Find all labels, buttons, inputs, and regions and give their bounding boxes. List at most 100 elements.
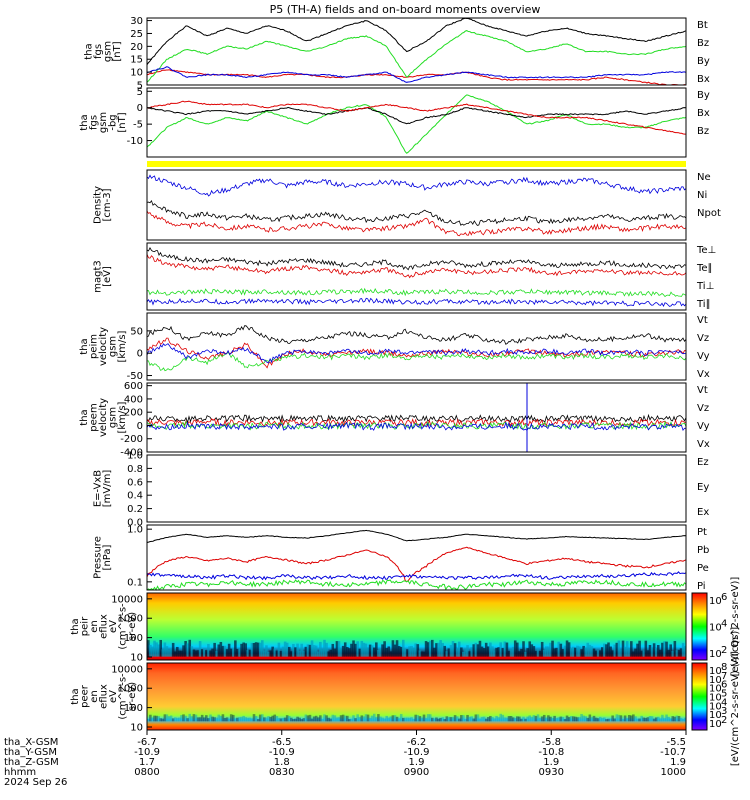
series-Pb-line [146,546,687,583]
spectrogram-cell [306,715,310,722]
ylabel-line: peer [80,684,91,708]
spectrogram-cell [638,718,641,722]
spectrogram-cell [285,715,289,722]
spectrogram-cell [283,641,287,657]
spectrogram-cell [397,718,401,722]
ylabel-line: E=-VxB [93,470,104,507]
spectrogram-cell [151,717,154,722]
spectrogram-cell [520,648,523,657]
spectrogram-cell [636,643,639,657]
spectrogram-cell [528,641,532,657]
spectrogram-cell [350,643,353,657]
spectrogram-cell [165,646,169,657]
spectrogram-cell [511,717,515,722]
spectrogram-cell [594,650,598,657]
spectrogram-cell [592,715,596,722]
spectrogram-cell [171,718,175,722]
spectrogram-cell [321,719,324,722]
spectrogram-cell [590,646,594,657]
spectrogram-cell [654,647,658,657]
spectrogram-cell [596,718,600,722]
spectrogram-cell [267,716,270,722]
spectrogram-cell [582,715,585,722]
spectrogram-cell [319,641,322,657]
spectrogram-cell [428,714,432,722]
spectrogram-cell [316,651,320,657]
ytick-label: 10000 [111,594,143,605]
spectrogram-cell [563,645,567,657]
ytick-label: 0.2 [127,504,143,515]
legend-Ne: Ne [697,172,711,183]
spectrogram-cell [261,640,264,657]
spectrogram-cell [256,719,260,722]
spectrogram-cell [290,651,293,657]
ylabel-line: peim [89,334,100,359]
spectrogram-cell [480,716,484,722]
spectrogram-cell [281,646,285,657]
spectrogram-cell [478,718,482,722]
spectrogram-cell [553,648,556,657]
spectrogram-cell [503,641,507,657]
panel-frame [146,592,687,661]
spectrogram-cell [493,650,496,657]
spectrogram-cell [474,642,478,657]
spectrogram-cell [611,650,614,657]
legend-Vz: Vz [697,333,709,344]
legend-Bx: Bx [697,74,710,85]
ytick-label: 10000 [111,664,143,675]
series-Vt-line [146,325,687,345]
ytick-label: 0.4 [127,491,143,502]
x-axis-row-label: hhmm [4,767,36,778]
spectrogram-cell [383,641,386,657]
spectrogram-cell [418,650,422,657]
spectrogram-cell [603,717,606,722]
spectrogram-cell [613,644,617,657]
spectrogram-cell [431,639,434,657]
ylabel-line: gsm [108,407,119,428]
spectrogram-cell [227,718,231,722]
legend-Ni: Ni [697,190,707,201]
spectrogram-cell [561,649,565,657]
colorbar-tick-label: 10 [709,701,722,712]
spectrogram-cell [574,647,577,657]
colorbar-tick-exponent: 8 [721,662,727,673]
spectrogram-cell [287,646,291,657]
spectrogram-cell [422,714,426,722]
spectrogram-cell [250,718,254,722]
spectrogram-cell [279,718,283,722]
spectrogram-cell [346,715,349,722]
spectrogram-cell [231,648,235,657]
spectrogram-cell [219,641,223,657]
ylabel-line: fgs [93,44,104,59]
x-axis-row-label: 2024 Sep 26 [4,777,67,788]
spectrogram-cell [559,716,563,722]
ylabel-line: tha [84,43,95,59]
spectrogram-cell [213,717,216,722]
spectrogram-cell [296,716,299,722]
spectrogram-cell [263,717,266,722]
spectrogram-cell [584,716,587,722]
x-axis-value: -10.9 [134,747,160,758]
series-Bx-line [146,106,687,125]
spectrogram-cell [652,643,656,657]
spectrogram-cell [472,644,476,657]
spectrogram-cell [476,714,480,722]
ytick-label: -400 [120,448,143,459]
spectrogram-cell [598,716,602,722]
spectrogram-cell [238,647,241,657]
ytick-label: 0.1 [127,577,143,588]
ytick-label: 0 [137,103,143,114]
spectrogram-cell [231,714,235,722]
x-axis-row-label: tha_Y-GSM [4,747,57,758]
series-Vt-line [146,413,687,424]
spectrogram-cell [180,650,183,657]
colorbar-tick-label: 10 [709,684,722,695]
spectrogram-cell [323,714,326,722]
spectrogram-cell [225,717,229,722]
spectrogram-cell [634,716,637,722]
spectrogram-cell [350,718,353,722]
series-Pi-line [146,571,687,581]
spectrogram-cell [287,715,291,722]
legend-Vy: Vy [697,351,710,362]
spectrogram-cell [375,642,378,657]
